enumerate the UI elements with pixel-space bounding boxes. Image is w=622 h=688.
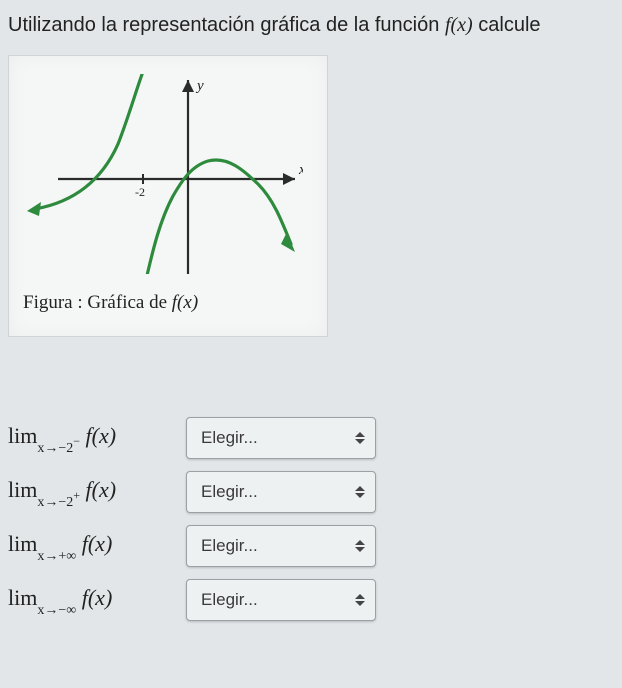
limit-select[interactable]: Elegir... [186,525,376,567]
select-label: Elegir... [201,482,258,502]
limit-expression: limx→−2− f(x) [8,423,178,453]
select-label: Elegir... [201,428,258,448]
select-label: Elegir... [201,536,258,556]
limits-list: limx→−2− f(x) Elegir... limx→−2+ f(x) El… [8,417,614,621]
graph-area: -2 y x [23,74,303,274]
limit-select[interactable]: Elegir... [186,417,376,459]
figure-box: -2 y x Figura : Gráfica de f(x) [8,55,328,337]
limit-select[interactable]: Elegir... [186,471,376,513]
y-axis-label: y [195,78,204,94]
limit-row: limx→−2− f(x) Elegir... [8,417,614,459]
tick-label: -2 [135,185,145,199]
limit-row: limx→−∞ f(x) Elegir... [8,579,614,621]
x-axis-arrow-icon [283,173,295,185]
figure-caption-prefix: Figura : Gráfica de [23,292,172,313]
limit-subscript: x→−∞ [37,603,76,618]
limit-row: limx→+∞ f(x) Elegir... [8,525,614,567]
limit-expression: limx→−2+ f(x) [8,477,178,507]
limit-expression: limx→−∞ f(x) [8,585,178,615]
question-prefix: Utilizando la representación gráfica de … [8,14,445,36]
question-text: Utilizando la representación gráfica de … [8,14,614,37]
limit-expression: limx→+∞ f(x) [8,531,178,561]
curve-arrow-right-icon [281,232,295,252]
limit-row: limx→−2+ f(x) Elegir... [8,471,614,513]
question-suffix: calcule [473,14,541,36]
y-axis-arrow-icon [182,80,194,92]
updown-caret-icon [355,432,365,444]
question-func: f(x) [445,14,473,36]
graph-svg: -2 y x [23,74,303,274]
curve-left-branch [35,74,145,209]
limit-subscript: x→+∞ [37,549,76,564]
updown-caret-icon [355,594,365,606]
figure-caption-func: f(x) [172,292,198,313]
curve-right-branch [145,160,291,274]
limit-subscript: x→−2+ [37,495,80,510]
limit-select[interactable]: Elegir... [186,579,376,621]
curve-arrow-left-icon [27,202,41,216]
updown-caret-icon [355,540,365,552]
figure-caption: Figura : Gráfica de f(x) [23,292,313,314]
limit-subscript: x→−2− [37,441,80,456]
updown-caret-icon [355,486,365,498]
select-label: Elegir... [201,590,258,610]
x-axis-label: x [298,162,303,178]
